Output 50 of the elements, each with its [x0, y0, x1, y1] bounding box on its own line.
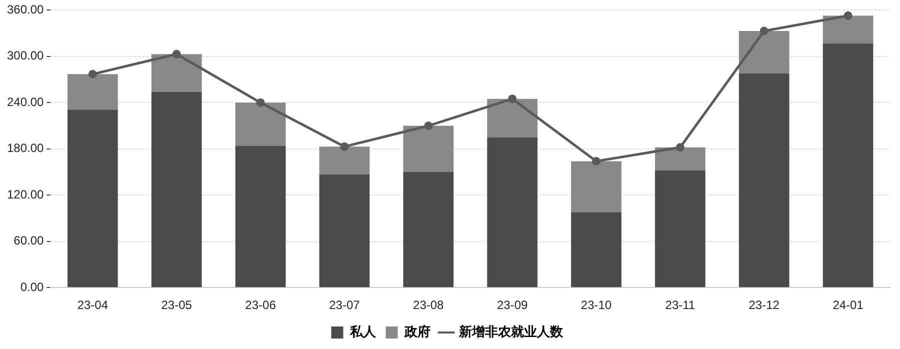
y-tick-label: 60.00	[14, 234, 44, 248]
point	[256, 98, 265, 107]
point	[88, 70, 97, 78]
bar	[151, 92, 202, 288]
x-tick-label: 23-04	[77, 298, 108, 312]
x-tick-label: 23-10	[580, 298, 612, 312]
point	[760, 26, 768, 36]
y-tick-label: 360.00	[7, 2, 44, 17]
y-tick-label: 240.00	[7, 94, 44, 109]
bar	[67, 74, 118, 110]
bar	[403, 172, 454, 288]
bar	[738, 31, 790, 74]
bar	[67, 110, 118, 288]
bar	[487, 137, 538, 288]
x-tick-label: 23-12	[748, 298, 780, 312]
point	[340, 142, 349, 151]
point	[592, 156, 600, 166]
bar	[571, 161, 622, 212]
bar	[487, 98, 538, 138]
legend-label: 新增非农就业人数	[458, 324, 564, 340]
bar	[151, 54, 202, 92]
bar	[822, 16, 874, 44]
bar	[654, 147, 706, 170]
bar	[319, 146, 370, 174]
legend-label: 私人	[348, 324, 377, 340]
x-tick-label: 23-05	[161, 298, 192, 312]
y-tick-label: 0.00	[20, 280, 44, 294]
bar	[235, 102, 286, 146]
x-tick-label: 23-06	[245, 298, 276, 312]
point	[172, 50, 181, 58]
point	[676, 143, 684, 152]
point	[844, 11, 852, 20]
legend-label: 政府	[403, 324, 430, 340]
x-tick-label: 23-11	[665, 298, 696, 312]
y-tick-label: 120.00	[7, 187, 44, 202]
y-tick-label: 300.00	[7, 48, 44, 63]
x-tick-label: 23-07	[329, 298, 360, 312]
point	[424, 122, 433, 130]
x-tick-label: 23-09	[496, 298, 528, 312]
bar	[654, 170, 706, 288]
bar	[571, 212, 622, 288]
bar	[319, 174, 370, 288]
bar	[403, 126, 454, 172]
bar	[235, 146, 286, 288]
bar	[822, 43, 874, 288]
x-tick-label: 24-01	[832, 298, 864, 312]
x-tick-label: 23-08	[413, 298, 444, 312]
y-tick-label: 180.00	[7, 141, 44, 156]
point	[508, 94, 517, 104]
bar	[738, 73, 790, 288]
